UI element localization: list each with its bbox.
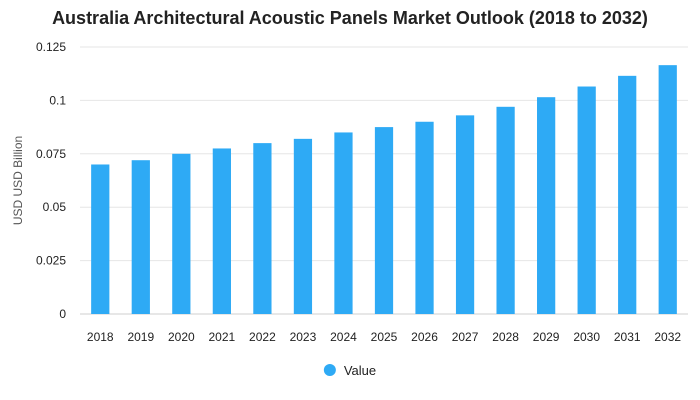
legend-label: Value <box>344 363 376 378</box>
bar <box>577 86 596 315</box>
y-tick-label: 0.1 <box>49 93 66 107</box>
x-tick-label: 2032 <box>654 330 681 344</box>
bar <box>374 127 394 314</box>
x-tick-label: 2031 <box>614 330 641 344</box>
bar <box>334 132 353 314</box>
y-tick-label: 0 <box>59 307 66 321</box>
x-tick-label: 2027 <box>452 330 479 344</box>
x-tick-label: 2029 <box>533 330 560 344</box>
x-tick-label: 2020 <box>168 330 195 344</box>
bar <box>253 143 272 314</box>
bar <box>618 75 637 314</box>
x-tick-label: 2023 <box>290 330 317 344</box>
y-tick-label: 0.05 <box>43 200 67 214</box>
x-tick-label: 2025 <box>371 330 398 344</box>
bar <box>172 153 191 314</box>
x-tick-label: 2030 <box>573 330 600 344</box>
bar <box>496 106 515 314</box>
x-tick-label: 2024 <box>330 330 357 344</box>
chart-title: Australia Architectural Acoustic Panels … <box>52 8 648 28</box>
x-tick-label: 2022 <box>249 330 276 344</box>
x-tick-label: 2019 <box>127 330 154 344</box>
bar <box>91 164 110 314</box>
x-tick-label: 2028 <box>492 330 519 344</box>
x-tick-label: 2018 <box>87 330 114 344</box>
legend-marker <box>323 364 336 376</box>
bar <box>131 160 150 314</box>
y-tick-label: 0.025 <box>36 254 66 268</box>
bar <box>212 148 231 314</box>
bar <box>415 121 434 314</box>
y-tick-label: 0.125 <box>36 40 66 54</box>
x-tick-label: 2026 <box>411 330 438 344</box>
bar <box>455 115 475 315</box>
y-tick-label: 0.075 <box>36 147 66 161</box>
bar <box>293 138 313 314</box>
bar <box>658 65 677 314</box>
bar <box>537 97 556 314</box>
y-axis-label: USD USD Billion <box>11 136 25 225</box>
x-tick-label: 2021 <box>209 330 236 344</box>
